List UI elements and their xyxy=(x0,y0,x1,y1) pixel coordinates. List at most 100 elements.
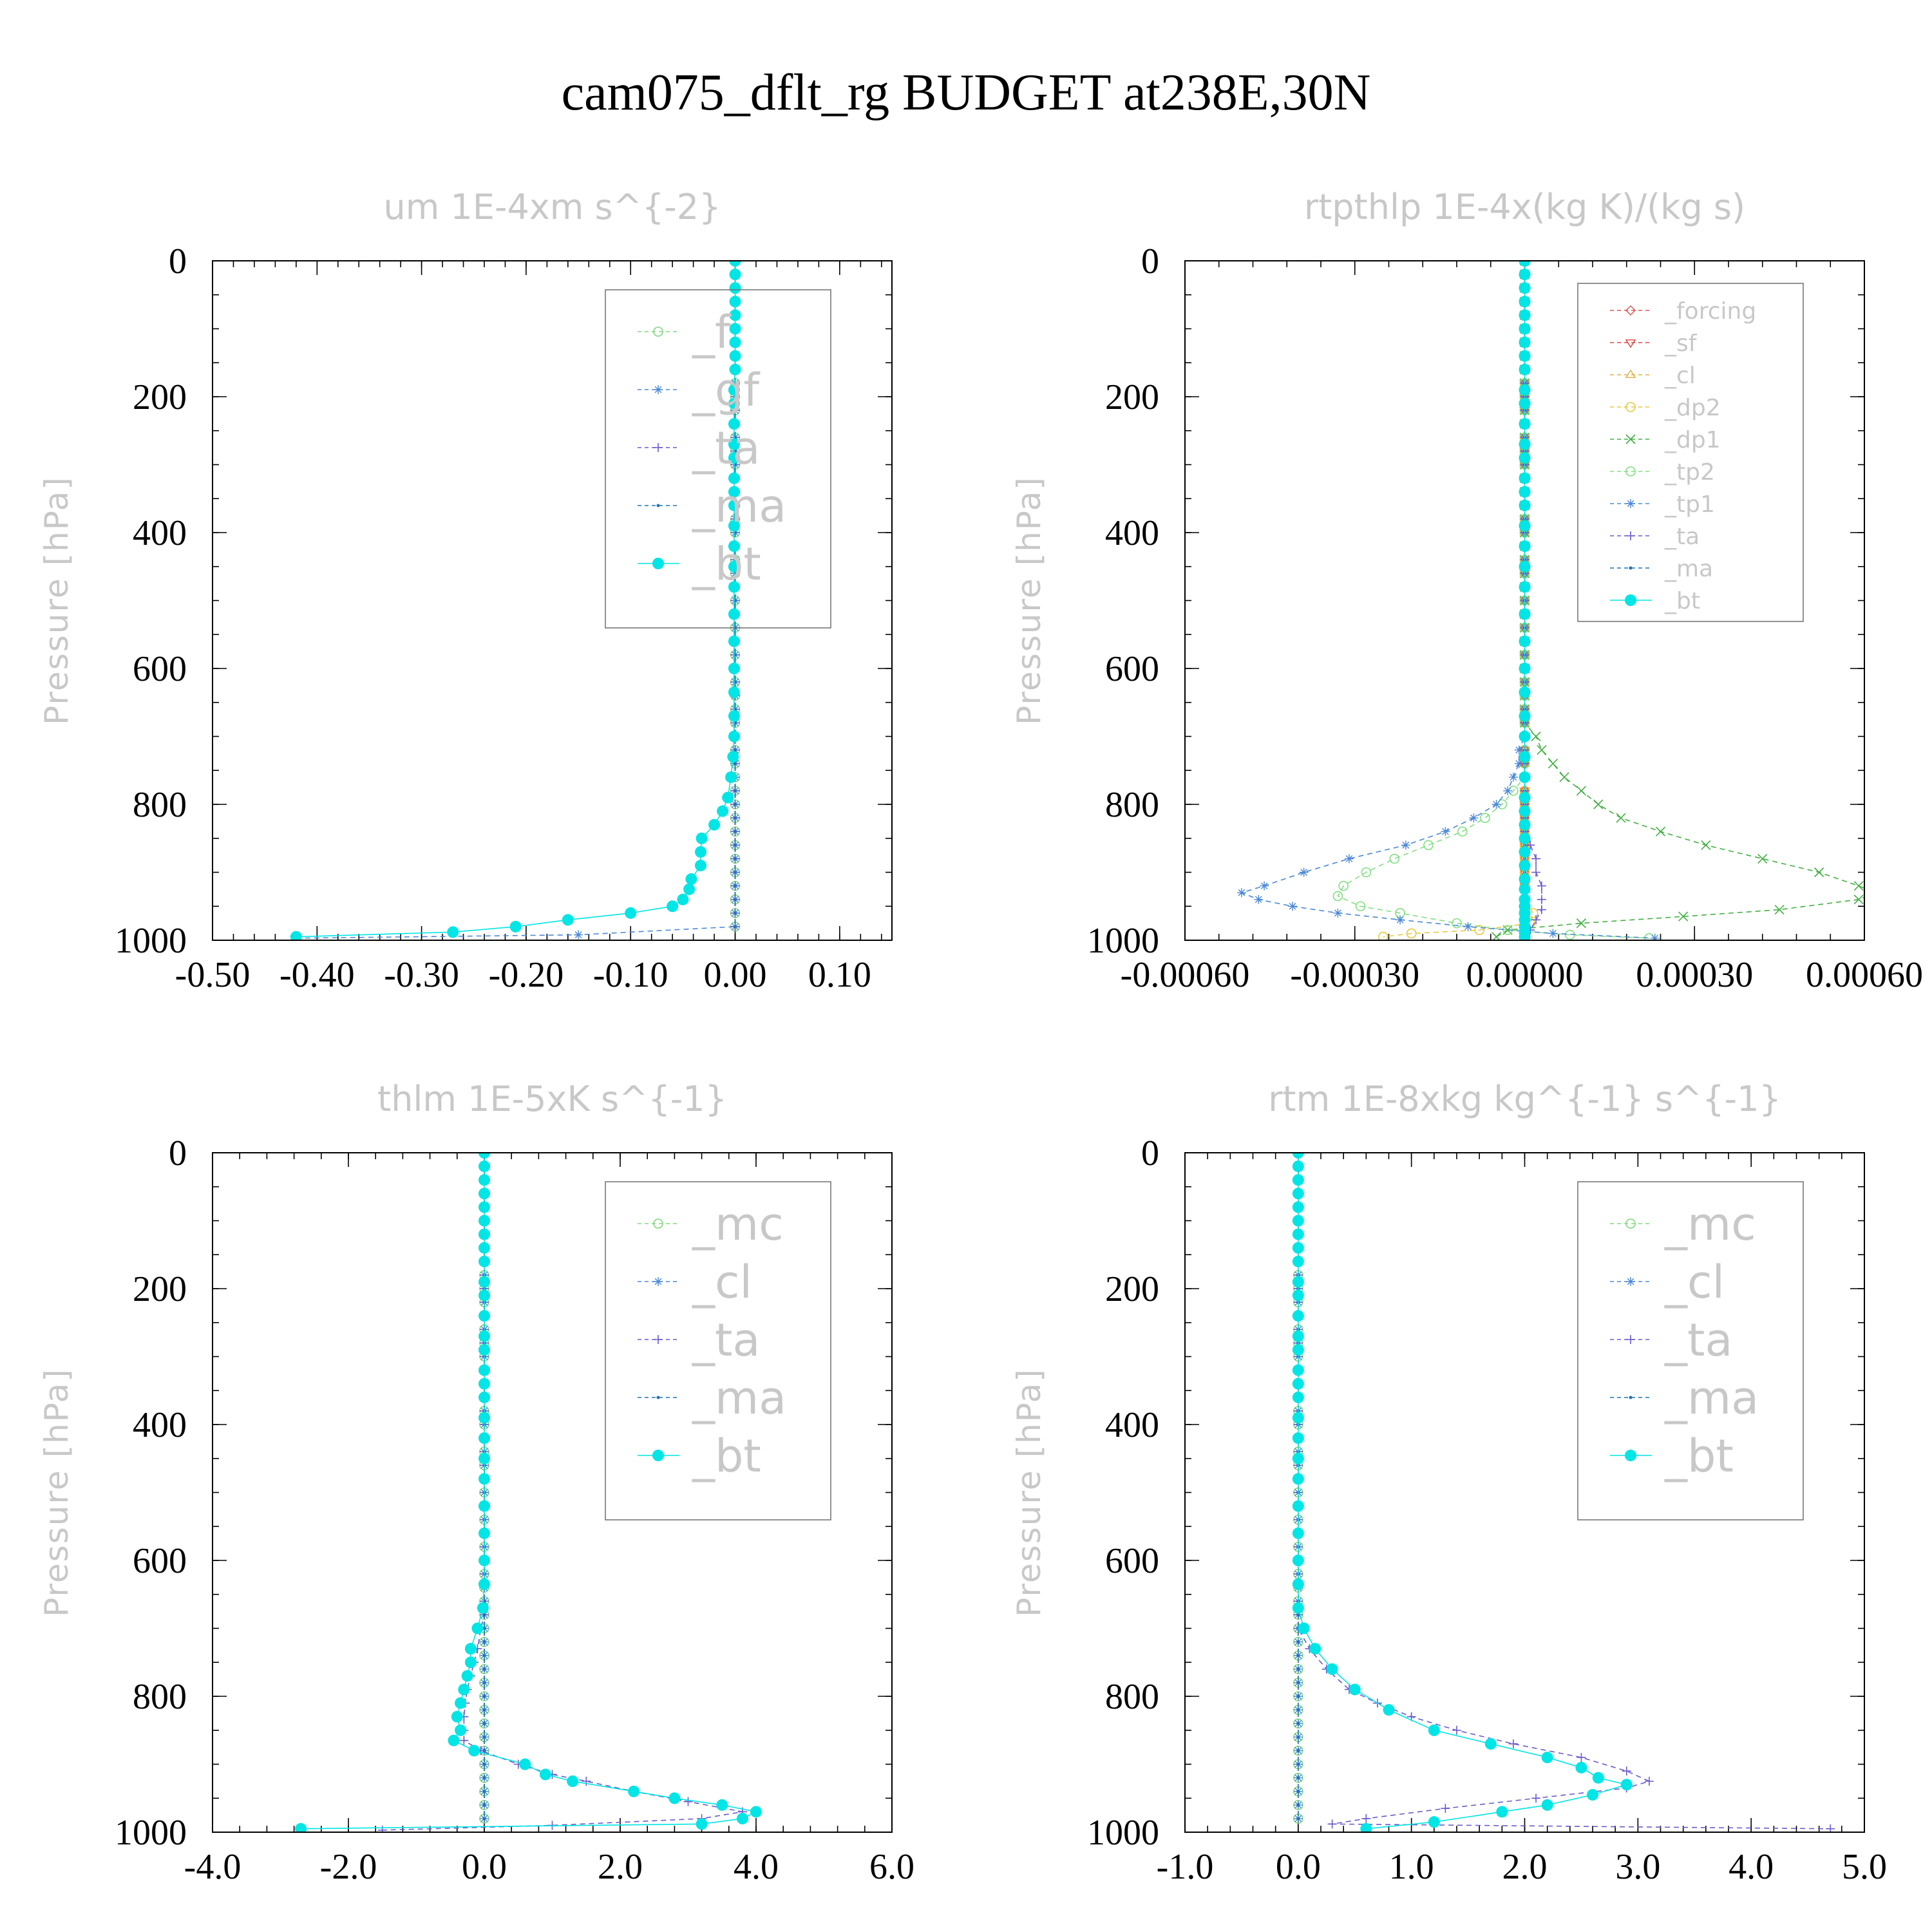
data-point xyxy=(683,1797,693,1806)
data-point xyxy=(477,1602,489,1614)
data-point xyxy=(729,350,741,362)
data-point xyxy=(734,829,737,833)
panel-4: rtm 1E-8xkg kg^{-1} s^{-1} Pressure [hPa]… xyxy=(1010,1079,1887,1887)
panel-title: thlm 1E-5xK s^{-1} xyxy=(377,1079,727,1119)
legend-label: _cl xyxy=(1664,1256,1725,1309)
data-point xyxy=(1327,1819,1337,1829)
data-point xyxy=(1441,827,1450,837)
data-point xyxy=(1292,1500,1304,1512)
data-point xyxy=(482,1748,486,1752)
legend-marker xyxy=(1625,1218,1636,1229)
y-tick-label: 400 xyxy=(1105,1405,1159,1445)
data-point xyxy=(478,1228,490,1240)
panel-3: thlm 1E-5xK s^{-1} Pressure [hPa] -4.0 -2.0… xyxy=(38,1079,914,1887)
x-tick-label: -0.00030 xyxy=(1290,955,1419,995)
plot-area xyxy=(295,1153,762,1832)
data-point xyxy=(295,1823,307,1832)
data-point xyxy=(478,1160,490,1173)
data-point xyxy=(1452,918,1462,929)
legend-item: _cl xyxy=(638,1256,752,1309)
data-point xyxy=(1508,1739,1518,1748)
y-tick-label: 1000 xyxy=(1087,921,1159,961)
x-tick-label: 0.00060 xyxy=(1806,955,1923,995)
data-point xyxy=(728,608,740,620)
data-point xyxy=(728,451,740,464)
legend-marker xyxy=(1626,1277,1635,1286)
figure-title: cam075_dflt_rg BUDGET at238E,30N xyxy=(562,64,1371,121)
data-point xyxy=(1519,323,1531,335)
data-point xyxy=(1441,1804,1450,1814)
data-point xyxy=(734,884,737,888)
data-point xyxy=(1519,363,1531,375)
data-point xyxy=(482,1790,486,1794)
panel-2: rtpthlp 1E-4x(kg K)/(kg s) Pressure [hPa]… xyxy=(1010,187,1923,995)
y-tick-label: 800 xyxy=(1105,785,1159,825)
legend-box xyxy=(605,1181,831,1520)
x-tick-label: 6.0 xyxy=(869,1847,914,1887)
data-point xyxy=(1541,1799,1553,1811)
data-point xyxy=(1559,772,1569,782)
data-point xyxy=(1292,1555,1304,1566)
data-point xyxy=(628,1785,640,1797)
panel-title: rtm 1E-8xkg kg^{-1} s^{-1} xyxy=(1268,1079,1781,1119)
data-point xyxy=(1519,635,1531,647)
data-point xyxy=(725,771,737,783)
data-point xyxy=(451,1710,463,1723)
legend-box xyxy=(1577,1181,1804,1520)
data-point xyxy=(290,931,302,940)
plot-frame xyxy=(212,260,893,941)
data-point xyxy=(1774,904,1785,915)
data-point xyxy=(468,1745,480,1757)
legend-label: _ta xyxy=(1664,1314,1732,1367)
data-point xyxy=(1519,336,1531,348)
data-point xyxy=(736,1812,748,1824)
legend-marker xyxy=(1626,531,1635,540)
legend-label: _dp1 xyxy=(1664,427,1721,453)
data-point xyxy=(729,336,741,348)
data-point xyxy=(1519,771,1531,783)
data-point xyxy=(562,914,574,926)
data-point xyxy=(728,520,740,532)
data-point xyxy=(1519,540,1531,553)
data-point xyxy=(1519,486,1531,498)
data-point xyxy=(1292,1330,1304,1342)
data-point xyxy=(1519,438,1531,450)
y-tick-label: 0 xyxy=(1141,1133,1159,1173)
data-point xyxy=(1577,1752,1586,1762)
legend: _mc_cl_ta_ma_bt xyxy=(1577,1181,1804,1520)
plot-frame xyxy=(212,1152,893,1833)
legend-box xyxy=(1577,283,1804,622)
data-point xyxy=(1519,269,1531,281)
x-tick-label: -0.30 xyxy=(384,955,459,995)
legend-marker xyxy=(656,1396,660,1399)
series-bt xyxy=(1292,1153,1633,1832)
legend-box xyxy=(605,289,831,629)
data-point xyxy=(464,1656,477,1669)
data-point xyxy=(1620,1779,1633,1791)
legend-label: _bt xyxy=(1664,1430,1734,1482)
legend-item: _ma xyxy=(638,1372,786,1425)
data-point xyxy=(1344,854,1354,864)
data-point xyxy=(1519,608,1531,620)
y-tick-label: 600 xyxy=(1105,1541,1159,1581)
y-tick-label: 600 xyxy=(133,649,187,689)
legend-label: _ta xyxy=(692,422,760,475)
data-point xyxy=(1519,261,1531,267)
data-point xyxy=(729,261,741,267)
data-point xyxy=(734,898,737,902)
legend-marker xyxy=(656,504,660,507)
data-point xyxy=(1622,1766,1631,1776)
panel-title: um 1E-4xm s^{-2} xyxy=(384,187,721,227)
legend-item: _cl xyxy=(1610,363,1696,389)
data-point xyxy=(574,930,583,940)
data-point xyxy=(1519,751,1531,763)
data-point xyxy=(1519,883,1531,895)
data-point xyxy=(1519,710,1531,722)
legend-label: _tp1 xyxy=(1664,491,1715,518)
data-point xyxy=(447,926,459,938)
data-point xyxy=(455,1724,467,1736)
legend-label: _dp2 xyxy=(1664,395,1721,421)
data-point xyxy=(1296,1681,1300,1685)
data-point xyxy=(482,1654,486,1658)
